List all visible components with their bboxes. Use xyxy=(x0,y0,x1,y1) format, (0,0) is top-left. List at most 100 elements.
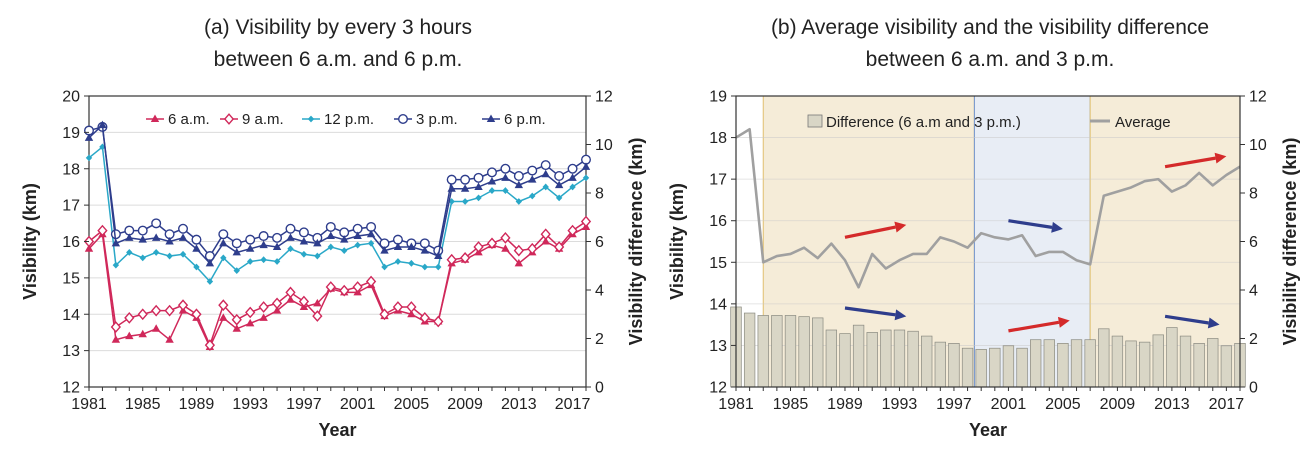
b-xtick-label: 1989 xyxy=(827,396,863,413)
difference-bar xyxy=(961,347,974,388)
difference-bar xyxy=(1098,328,1110,388)
data-point-9-a-m xyxy=(486,237,498,250)
data-point-12-p-m xyxy=(193,263,200,271)
panel-b-x-axis-label: Year xyxy=(969,420,1007,440)
difference-bar xyxy=(743,312,756,388)
data-point-12-p-m xyxy=(85,154,93,162)
data-point-9-a-m xyxy=(419,312,430,324)
data-point-6-p-m xyxy=(568,173,577,181)
panel-a-series-group xyxy=(83,120,592,352)
data-point-6-p-m xyxy=(151,233,161,241)
a-y2tick-label: 10 xyxy=(595,137,613,154)
data-point-12-p-m xyxy=(435,263,442,271)
data-point-12-p-m xyxy=(394,258,402,265)
data-point-12-p-m xyxy=(341,247,348,254)
data-point-9-a-m xyxy=(540,228,551,241)
data-point-3-p-m xyxy=(151,218,162,229)
difference-bar xyxy=(975,349,987,388)
data-point-12-p-m xyxy=(381,263,388,271)
data-point-12-p-m xyxy=(421,263,429,271)
trend-arrow-head xyxy=(1057,316,1070,328)
a-ytick-label: 19 xyxy=(62,125,80,142)
b-xtick-label: 1997 xyxy=(936,396,972,413)
trend-arrow xyxy=(1164,152,1227,169)
b-ytick-label: 19 xyxy=(709,89,727,106)
b-y2tick-label: 2 xyxy=(1249,331,1258,348)
data-point-12-p-m xyxy=(287,245,294,253)
difference-bar xyxy=(798,316,810,388)
b-ytick-label: 14 xyxy=(709,296,727,313)
data-point-12-p-m xyxy=(206,278,214,285)
difference-bar xyxy=(907,330,919,388)
panel-b-title-line2: between 6 a.m. and 3 p.m. xyxy=(866,48,1115,71)
legend-marker-12-p-m xyxy=(307,115,315,123)
b-xtick-label: 1981 xyxy=(718,396,754,413)
data-point-6-p-m xyxy=(420,246,430,254)
data-point-12-p-m xyxy=(273,258,281,265)
data-point-6-p-m xyxy=(514,180,524,189)
a-xtick-label: 2017 xyxy=(555,396,591,413)
data-point-6-p-m xyxy=(313,238,322,247)
a-y2tick-label: 8 xyxy=(595,186,604,203)
data-point-6-p-m xyxy=(245,244,255,252)
difference-bar xyxy=(757,315,769,388)
panel-a-gridlines xyxy=(89,95,586,388)
legend-label-12-p-m: 12 p.m. xyxy=(324,111,374,128)
data-point-6-a-m xyxy=(514,258,524,267)
data-point-3-p-m xyxy=(258,231,269,242)
panel-b-average-line-group xyxy=(735,127,1241,289)
data-point-3-p-m xyxy=(231,238,242,249)
difference-bar xyxy=(1043,339,1055,388)
b-y2tick-label: 8 xyxy=(1249,186,1258,203)
data-point-12-p-m xyxy=(327,243,334,251)
a-y2tick-label: 6 xyxy=(595,234,604,251)
b-y2tick-label: 10 xyxy=(1249,137,1267,154)
difference-bar xyxy=(1207,338,1219,388)
trend-arrow xyxy=(1164,314,1220,329)
data-point-9-a-m xyxy=(500,231,511,244)
difference-bar xyxy=(839,333,851,388)
difference-bar xyxy=(771,315,783,388)
panel-a: (a) Visibility by every 3 hours between … xyxy=(20,16,646,440)
data-point-6-a-m xyxy=(84,244,94,252)
b-y2tick-label: 12 xyxy=(1249,89,1267,106)
a-y2tick-label: 12 xyxy=(595,89,613,106)
data-point-3-p-m xyxy=(285,223,296,234)
a-ytick-label: 12 xyxy=(62,380,80,397)
data-point-9-a-m xyxy=(124,312,135,324)
difference-bar xyxy=(1193,343,1205,388)
a-ytick-label: 17 xyxy=(62,198,80,215)
legend-label-6-a-m: 6 a.m. xyxy=(168,111,210,128)
data-point-12-p-m xyxy=(152,249,160,256)
data-point-6-p-m xyxy=(487,176,497,185)
difference-bar xyxy=(1016,347,1028,388)
data-point-12-p-m xyxy=(99,143,106,151)
data-point-12-p-m xyxy=(139,254,146,262)
difference-bar xyxy=(921,335,933,388)
data-point-3-p-m xyxy=(191,234,202,245)
b-ytick-label: 15 xyxy=(709,255,727,272)
data-point-12-p-m xyxy=(126,249,133,256)
trend-arrow-head xyxy=(1207,317,1220,329)
data-point-9-a-m xyxy=(365,275,377,288)
panel-a-title-line1: (a) Visibility by every 3 hours xyxy=(204,16,472,39)
b-ytick-label: 17 xyxy=(709,172,727,189)
data-point-6-p-m xyxy=(84,133,94,141)
data-point-6-p-m xyxy=(299,237,309,245)
data-point-9-a-m xyxy=(285,286,296,299)
data-point-6-p-m xyxy=(528,175,537,183)
data-point-6-a-m xyxy=(541,237,550,245)
data-point-3-p-m xyxy=(245,234,256,245)
data-point-6-p-m xyxy=(434,251,443,260)
data-point-6-a-m xyxy=(259,313,268,321)
b-xtick-label: 2009 xyxy=(1100,396,1136,413)
panel-b-y-axis-label: Visibility (km) xyxy=(667,183,687,300)
data-point-6-p-m xyxy=(447,184,456,192)
a-y2tick-label: 2 xyxy=(595,331,604,348)
data-point-6-a-m xyxy=(232,324,241,332)
data-point-6-p-m xyxy=(326,231,335,240)
difference-bar xyxy=(1152,334,1164,388)
data-point-6-a-m xyxy=(111,335,121,343)
trend-arrow-head xyxy=(894,221,907,233)
